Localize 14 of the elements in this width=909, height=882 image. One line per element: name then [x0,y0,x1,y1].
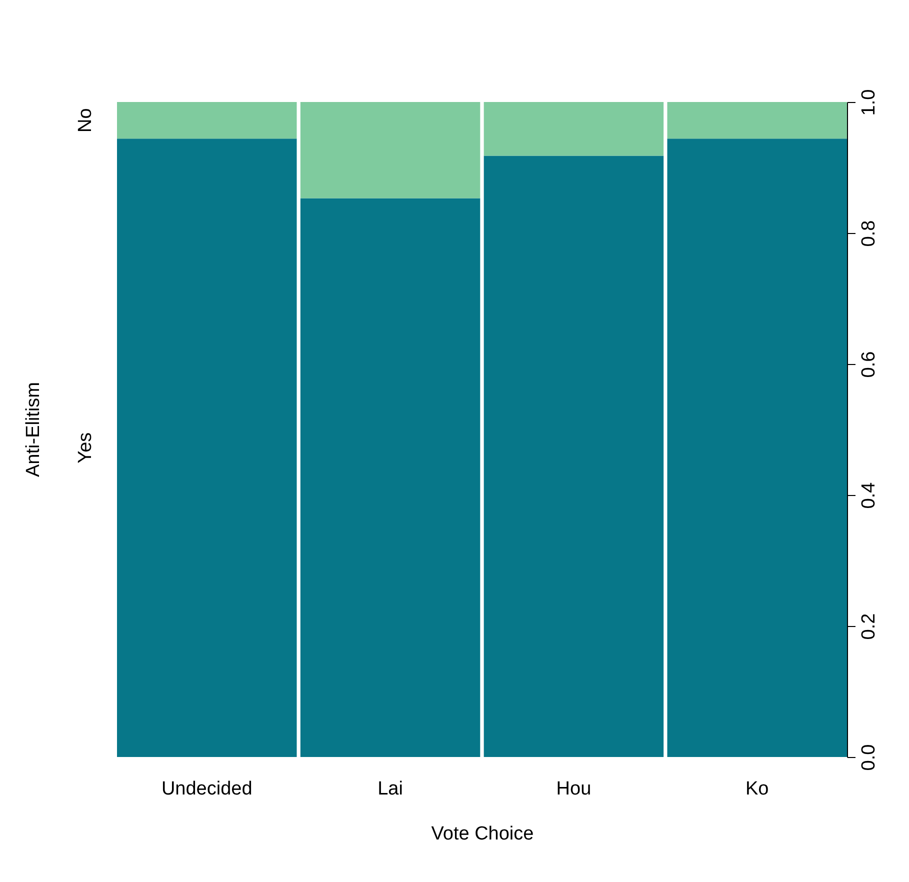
y-tick-label: 0.6 [858,351,880,378]
y-tick-label: 0.4 [858,482,880,509]
y-axis-title: Anti-Elitism [23,382,44,478]
text: No [75,108,96,132]
y-tick-label: 0.8 [858,220,880,247]
text: Yes [75,432,96,464]
y-tick-label: 0.2 [858,613,880,640]
y-tick-label: 1.0 [858,89,880,116]
y-tick-label: 0.0 [858,744,880,771]
x-tick-label: Ko [746,778,769,800]
x-tick-label: Lai [378,778,403,800]
x-tick-label: Undecided [161,778,252,800]
x-axis-title: Vote Choice [431,824,534,844]
x-tick-label: Hou [556,778,592,800]
